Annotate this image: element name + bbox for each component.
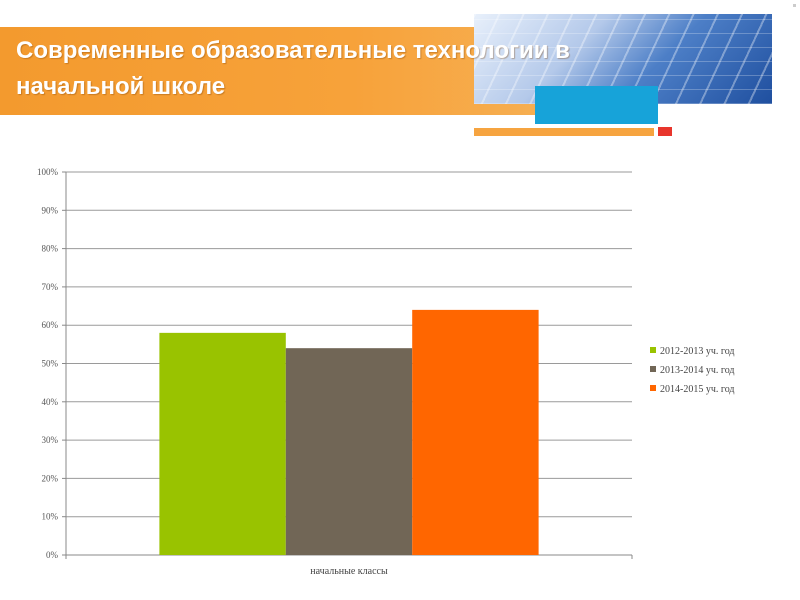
y-axis-ticks: 0% 10% 20% 30% 40% 50% 60% 70% 80% 90% 100%	[37, 167, 59, 560]
legend-label: 2013-2014 уч. год	[660, 365, 735, 376]
y-tick-label: 0%	[46, 550, 59, 560]
legend-swatch	[650, 366, 656, 372]
chart-bars	[159, 310, 538, 555]
y-tick-label: 50%	[42, 359, 59, 369]
y-tick-label: 20%	[42, 473, 59, 483]
legend-swatch	[650, 385, 656, 391]
y-tick-label: 40%	[42, 397, 59, 407]
y-tick-label: 10%	[42, 512, 59, 522]
chart-legend: 2012-2013 уч. год 2013-2014 уч. год 2014-2…	[650, 346, 735, 395]
y-tick-label: 100%	[37, 167, 59, 177]
y-tick-label: 80%	[42, 244, 59, 254]
y-tick-label: 60%	[42, 320, 59, 330]
bar	[286, 348, 412, 555]
legend-swatch	[650, 347, 656, 353]
bar	[159, 333, 285, 555]
legend-label: 2014-2015 уч. год	[660, 384, 735, 395]
y-tick-label: 30%	[42, 435, 59, 445]
bar	[412, 310, 538, 555]
x-category-label: начальные классы	[310, 566, 388, 577]
legend-label: 2012-2013 уч. год	[660, 346, 735, 357]
y-tick-label: 70%	[42, 282, 59, 292]
x-axis: начальные классы	[310, 566, 388, 577]
y-tick-label: 90%	[42, 205, 59, 215]
